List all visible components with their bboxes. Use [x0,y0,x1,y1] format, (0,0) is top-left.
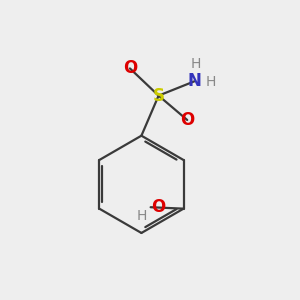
Text: O: O [151,198,165,216]
Text: O: O [123,59,137,77]
Text: S: S [153,87,165,105]
Text: H: H [137,209,147,223]
Text: H: H [190,57,201,70]
Text: O: O [180,111,194,129]
Text: H: H [206,75,216,89]
Text: N: N [188,72,201,90]
